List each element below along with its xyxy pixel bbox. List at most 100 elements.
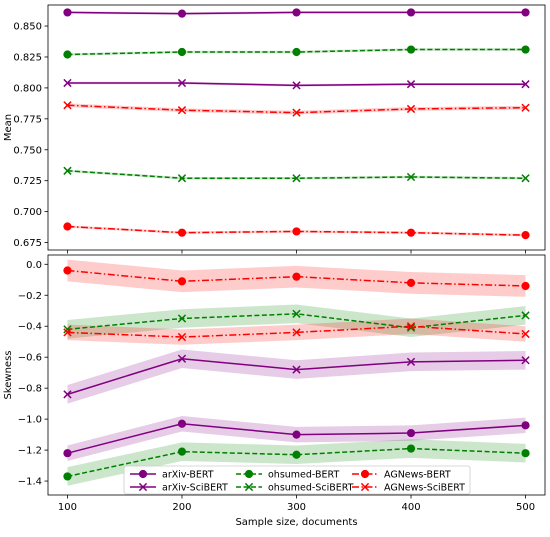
legend-item-arxiv-scibert: arXiv-SciBERT — [130, 483, 228, 494]
data-point-arxiv-bert — [292, 8, 301, 17]
data-point-arxiv-scibert — [177, 354, 187, 363]
y-tick-label: 0.0 — [26, 260, 42, 271]
series-ohsumed-scibert — [63, 166, 530, 183]
series-agnews-bert — [63, 222, 530, 240]
data-point-agnews-bert — [521, 231, 530, 240]
band-arxiv-scibert — [67, 349, 526, 404]
data-point-ohsumed-scibert — [406, 323, 416, 332]
band-agnews-scibert — [67, 103, 526, 115]
data-point-arxiv-scibert — [521, 356, 530, 365]
series-arxiv-bert — [63, 8, 530, 18]
y-tick-label: 0.725 — [13, 176, 42, 187]
data-point-ohsumed-scibert — [177, 314, 187, 323]
series-line-ohsumed-bert — [67, 447, 526, 478]
data-point-arxiv-scibert — [292, 365, 301, 374]
data-point-arxiv-scibert — [177, 78, 187, 88]
data-point-arxiv-scibert — [292, 81, 301, 90]
data-point-agnews-bert — [406, 278, 416, 287]
data-point-arxiv-bert — [521, 421, 530, 430]
data-point-ohsumed-bert — [292, 47, 301, 57]
x-tick-label: 300 — [287, 502, 306, 513]
data-point-ohsumed-scibert — [292, 309, 301, 318]
y-tick-label: 0.750 — [13, 145, 42, 156]
panel-1: 0.675 0.700 0.725 0.750 0.775 0.800 0.825 0.850… — [3, 4, 546, 254]
data-point-arxiv-bert — [177, 419, 187, 428]
data-point-arxiv-bert — [521, 8, 530, 17]
panel-2: −1.4 −1.2 −1.0 −0.8 −0.6 −0.4 −0.2 0.0 Skewness — [3, 254, 546, 499]
data-point-arxiv-scibert — [406, 357, 416, 366]
y-tick-label: −0.2 — [18, 291, 42, 302]
y-tick-label: −1.2 — [18, 446, 42, 457]
legend-marker — [244, 482, 254, 492]
series-agnews-scibert — [63, 322, 530, 342]
data-point-arxiv-scibert — [63, 390, 72, 399]
x-tick-label: 500 — [516, 502, 535, 513]
data-point-agnews-scibert — [521, 329, 530, 339]
data-point-ohsumed-scibert — [177, 174, 187, 183]
legend-label: arXiv-SciBERT — [162, 483, 228, 494]
data-point-ohsumed-bert — [63, 50, 72, 59]
data-point-agnews-scibert — [292, 108, 301, 117]
legend-marker — [360, 469, 370, 479]
series-agnews-scibert — [63, 101, 530, 117]
series-ohsumed-bert — [63, 45, 530, 59]
band-ohsumed-scibert — [67, 304, 526, 339]
data-point-agnews-bert — [63, 222, 72, 231]
data-point-arxiv-bert — [177, 9, 187, 18]
data-point-ohsumed-bert — [63, 472, 72, 481]
y-axis-label: Skewness — [3, 350, 14, 399]
x-tick-label: 100 — [58, 502, 77, 513]
data-point-agnews-bert — [292, 272, 301, 281]
data-point-ohsumed-scibert — [406, 172, 416, 182]
series-ohsumed-bert — [63, 444, 530, 481]
y-tick-label: −0.8 — [18, 384, 42, 395]
data-point-agnews-scibert — [63, 101, 72, 110]
data-point-ohsumed-bert — [521, 449, 530, 458]
series-agnews-bert — [63, 266, 530, 291]
y-tick-label: 0.700 — [13, 207, 42, 218]
y-tick-label: 0.800 — [13, 83, 42, 94]
legend-item-ohsumed-bert: ohsumed-BERT — [236, 470, 339, 481]
data-point-agnews-scibert — [63, 328, 72, 337]
data-point-ohsumed-bert — [406, 444, 416, 453]
data-point-ohsumed-bert — [177, 447, 187, 456]
data-point-arxiv-bert — [406, 8, 416, 17]
legend-marker — [138, 482, 148, 492]
legend: arXiv-BERT arXiv-SciBERT ohsumed-BERT ohsum… — [123, 465, 471, 495]
data-point-agnews-bert — [177, 228, 187, 237]
data-point-arxiv-scibert — [521, 80, 530, 89]
legend-label: AGNews-SciBERT — [384, 483, 465, 494]
legend-item-arxiv-bert: arXiv-BERT — [130, 470, 214, 481]
legend-marker — [360, 482, 370, 492]
y-tick-label: −1.0 — [18, 415, 42, 426]
y-tick-label: −1.4 — [18, 477, 42, 488]
data-point-ohsumed-scibert — [292, 174, 301, 183]
data-point-ohsumed-scibert — [63, 325, 72, 334]
series-arxiv-scibert — [63, 354, 530, 399]
legend-item-ohsumed-scibert: ohsumed-SciBERT — [236, 483, 354, 494]
series-line-agnews-bert — [67, 225, 526, 236]
data-point-ohsumed-bert — [521, 45, 530, 54]
series-ohsumed-scibert — [63, 309, 530, 334]
legend-label: AGNews-BERT — [384, 470, 451, 481]
data-point-arxiv-scibert — [63, 78, 72, 88]
data-point-agnews-bert — [63, 266, 72, 275]
data-point-arxiv-bert — [292, 430, 301, 439]
series-arxiv-scibert — [63, 78, 530, 90]
data-point-agnews-bert — [521, 281, 530, 291]
legend-marker — [244, 469, 254, 479]
legend-item-agnews-scibert: AGNews-SciBERT — [352, 483, 465, 494]
x-tick-label: 400 — [401, 502, 420, 513]
legend-box — [123, 465, 471, 495]
series-arxiv-bert — [63, 419, 530, 458]
data-point-agnews-scibert — [521, 103, 530, 112]
data-point-agnews-bert — [177, 277, 187, 286]
series-line-agnews-scibert — [67, 325, 526, 338]
legend-marker — [138, 469, 148, 479]
data-point-agnews-bert — [292, 227, 301, 236]
y-tick-label: 0.675 — [13, 238, 42, 249]
data-point-agnews-bert — [406, 228, 416, 237]
series-line-agnews-scibert — [67, 104, 526, 114]
data-point-arxiv-bert — [63, 449, 72, 458]
plot-frame — [47, 4, 546, 251]
